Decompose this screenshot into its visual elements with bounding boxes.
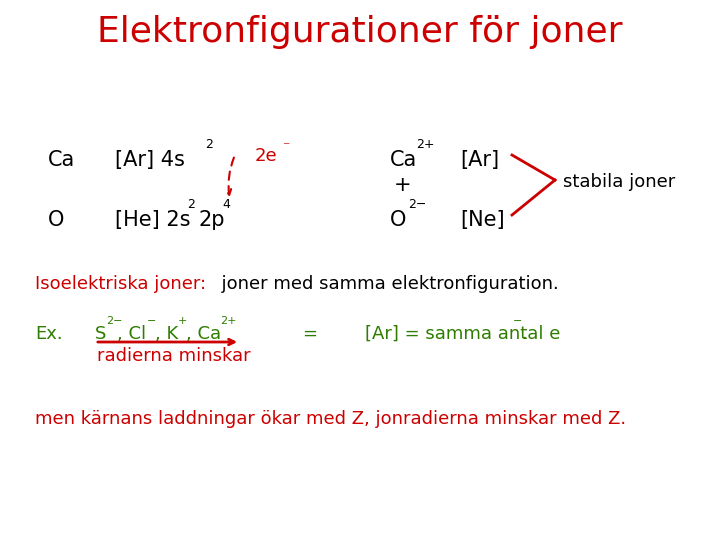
Text: 2−: 2− xyxy=(408,198,426,211)
Text: +: + xyxy=(178,316,187,326)
Text: 2−: 2− xyxy=(106,316,122,326)
Text: −: − xyxy=(513,316,523,326)
Text: 2: 2 xyxy=(205,138,213,151)
Text: =: = xyxy=(302,325,318,343)
Text: 2+: 2+ xyxy=(416,138,434,151)
Text: [Ar] 4s: [Ar] 4s xyxy=(115,150,185,170)
Text: ⁻: ⁻ xyxy=(282,140,289,154)
Text: O: O xyxy=(48,210,64,230)
Text: 4: 4 xyxy=(222,198,230,211)
Text: joner med samma elektronfiguration.: joner med samma elektronfiguration. xyxy=(210,275,559,293)
Text: [He] 2s: [He] 2s xyxy=(115,210,191,230)
Text: , Cl: , Cl xyxy=(117,325,146,343)
Text: +: + xyxy=(394,175,412,195)
Text: [Ar] = samma antal e: [Ar] = samma antal e xyxy=(365,325,560,343)
Text: Isoelektriska joner:: Isoelektriska joner: xyxy=(35,275,206,293)
Text: , Ca: , Ca xyxy=(186,325,221,343)
Text: 2+: 2+ xyxy=(220,316,236,326)
Text: stabila joner: stabila joner xyxy=(563,173,675,191)
Text: Ca: Ca xyxy=(390,150,418,170)
Text: , K: , K xyxy=(155,325,179,343)
Text: 2: 2 xyxy=(187,198,195,211)
Text: Ca: Ca xyxy=(48,150,76,170)
Text: .: . xyxy=(521,325,527,343)
Text: Elektronfigurationer för joner: Elektronfigurationer för joner xyxy=(97,15,623,49)
Text: [Ar]: [Ar] xyxy=(460,150,499,170)
Text: S: S xyxy=(95,325,107,343)
Text: men kärnans laddningar ökar med Z, jonradierna minskar med Z.: men kärnans laddningar ökar med Z, jonra… xyxy=(35,410,626,428)
Text: [Ne]: [Ne] xyxy=(460,210,505,230)
Text: radierna minskar: radierna minskar xyxy=(97,347,251,365)
Text: −: − xyxy=(147,316,156,326)
Text: 2p: 2p xyxy=(198,210,225,230)
Text: Ex.: Ex. xyxy=(35,325,63,343)
Text: O: O xyxy=(390,210,406,230)
Text: 2e: 2e xyxy=(255,147,278,165)
